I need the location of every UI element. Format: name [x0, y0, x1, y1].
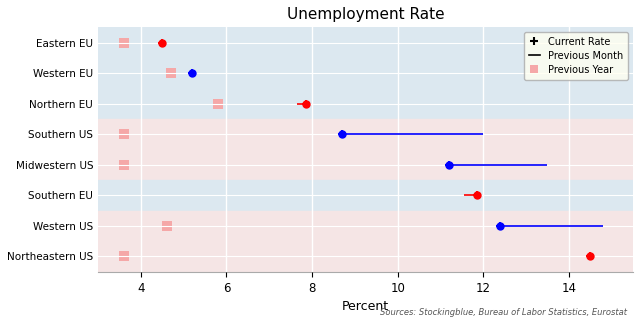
- X-axis label: Percent: Percent: [342, 300, 389, 313]
- Bar: [98, 149, 633, 180]
- Bar: [98, 27, 633, 58]
- Text: Sources: Stockingblue, Bureau of Labor Statistics, Eurostat: Sources: Stockingblue, Bureau of Labor S…: [380, 308, 627, 317]
- Bar: [98, 88, 633, 119]
- Bar: [98, 119, 633, 149]
- Bar: [98, 241, 633, 272]
- Title: Unemployment Rate: Unemployment Rate: [287, 7, 444, 22]
- Bar: [98, 211, 633, 241]
- Bar: [98, 180, 633, 211]
- Bar: [98, 58, 633, 88]
- Legend: Current Rate, Previous Month, Previous Year: Current Rate, Previous Month, Previous Y…: [524, 32, 628, 80]
